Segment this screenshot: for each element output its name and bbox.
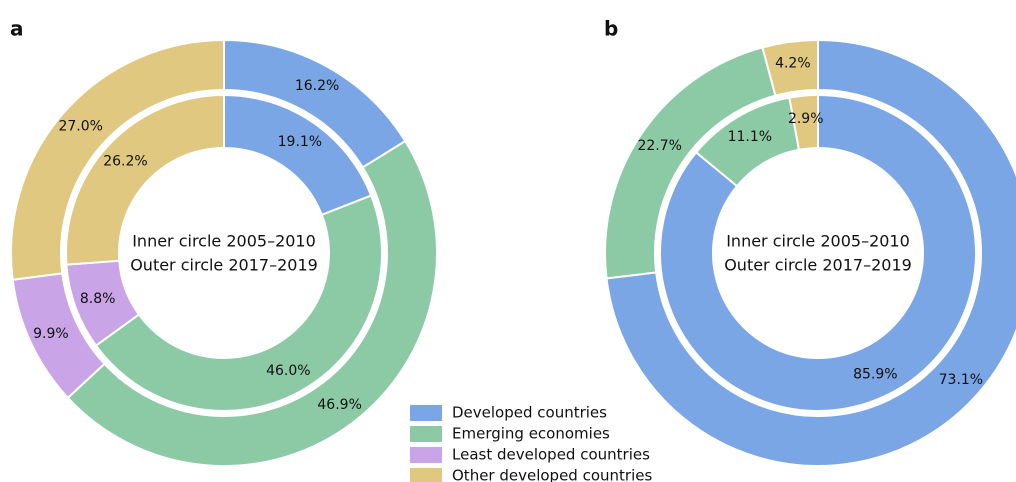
donut-slice	[605, 38, 1016, 467]
legend-label: Other developed countries	[452, 467, 652, 482]
center-text: Outer circle 2017–2019	[724, 256, 912, 275]
slice-label: 19.1%	[278, 134, 322, 150]
slice-label: 16.2%	[295, 78, 339, 94]
slice-label: 46.9%	[317, 397, 361, 413]
slice-label: 46.0%	[266, 363, 310, 379]
legend-swatch	[410, 447, 442, 463]
center-text: Inner circle 2005–2010	[132, 232, 316, 251]
slice-label: 27.0%	[58, 119, 102, 135]
slice-label: 73.1%	[939, 372, 983, 388]
slice-label: 2.9%	[788, 111, 824, 127]
legend-swatch	[410, 405, 442, 421]
donut-slice	[788, 93, 819, 151]
donut-slice	[659, 93, 977, 412]
slice-label: 26.2%	[103, 153, 147, 169]
legend-swatch	[410, 426, 442, 442]
legend-label: Developed countries	[452, 404, 607, 422]
donut-slice	[761, 38, 819, 97]
slice-label: 8.8%	[80, 291, 116, 307]
slice-label: 9.9%	[33, 326, 69, 342]
legend-label: Emerging economies	[452, 425, 610, 443]
legend-label: Least developed countries	[452, 446, 650, 464]
slice-label: 11.1%	[728, 129, 772, 145]
center-text: Outer circle 2017–2019	[130, 256, 318, 275]
slice-label: 85.9%	[853, 367, 897, 383]
panel-label: b	[604, 17, 618, 41]
donut-slice	[94, 194, 383, 412]
slice-label: 22.7%	[637, 138, 681, 154]
legend-swatch	[410, 468, 442, 482]
donut-slice	[66, 139, 438, 467]
center-text: Inner circle 2005–2010	[726, 232, 910, 251]
donut-slice	[65, 93, 225, 266]
slice-label: 4.2%	[775, 56, 811, 72]
panel-label: a	[10, 17, 24, 41]
donut-slice	[10, 38, 225, 281]
